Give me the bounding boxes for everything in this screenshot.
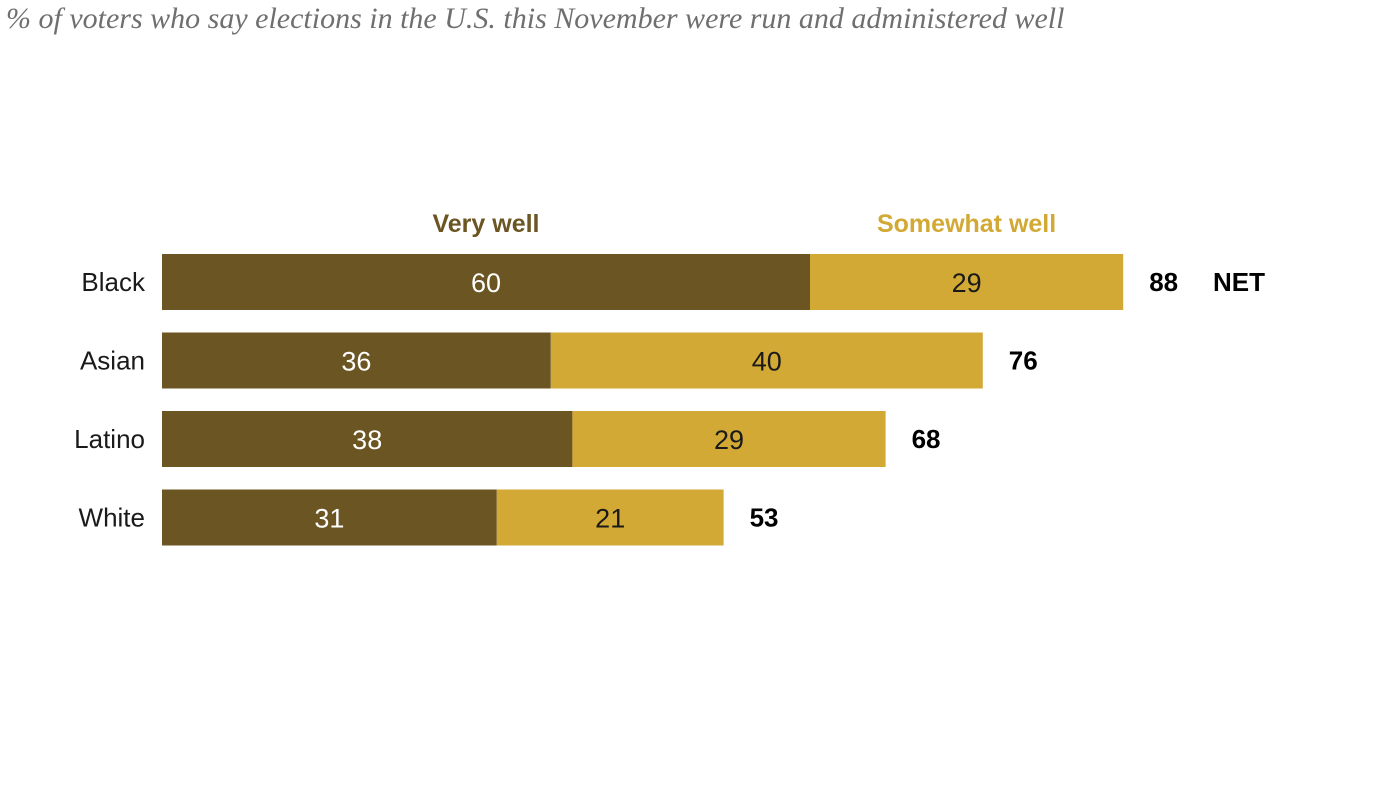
bar-latino-very-well bbox=[162, 411, 573, 467]
bar-latino-somewhat-well bbox=[572, 411, 886, 467]
legend-somewhat-well: Somewhat well bbox=[877, 210, 1056, 238]
bar-value-label: 31 bbox=[314, 504, 344, 534]
bar-value-label: 60 bbox=[471, 268, 501, 298]
net-value-white: 53 bbox=[750, 503, 779, 533]
net-header-label: NET bbox=[1213, 267, 1265, 297]
bar-value-label: 29 bbox=[714, 425, 744, 455]
bar-value-label: 38 bbox=[352, 425, 382, 455]
bar-value-label: 21 bbox=[595, 504, 625, 534]
bar-value-label: 40 bbox=[752, 347, 782, 377]
bars: 60 29 36 40 38 29 31 21 bbox=[162, 254, 1124, 546]
bar-white-somewhat-well bbox=[496, 489, 724, 546]
net-value-asian: 76 bbox=[1009, 346, 1038, 376]
chart-subtitle: % of voters who say elections in the U.S… bbox=[6, 2, 1065, 35]
category-label-latino: Latino bbox=[74, 424, 145, 454]
bar-value-label: 36 bbox=[341, 347, 371, 377]
category-label-black: Black bbox=[81, 267, 146, 297]
net-labels: 88 NET 76 68 53 bbox=[750, 267, 1266, 533]
bar-black-somewhat-well bbox=[810, 254, 1124, 310]
category-labels: Black Asian Latino White bbox=[74, 267, 146, 533]
bar-white-very-well bbox=[162, 489, 497, 546]
bar-value-label: 29 bbox=[952, 268, 982, 298]
net-value-black: 88 bbox=[1149, 267, 1178, 297]
category-label-asian: Asian bbox=[80, 346, 145, 376]
bar-black-very-well bbox=[162, 254, 810, 310]
bar-asian-somewhat-well bbox=[550, 332, 983, 389]
net-value-latino: 68 bbox=[912, 424, 941, 454]
legend-very-well: Very well bbox=[432, 210, 539, 238]
category-label-white: White bbox=[79, 503, 145, 533]
legend: Very well Somewhat well bbox=[432, 210, 1056, 238]
bar-asian-very-well bbox=[162, 332, 551, 389]
